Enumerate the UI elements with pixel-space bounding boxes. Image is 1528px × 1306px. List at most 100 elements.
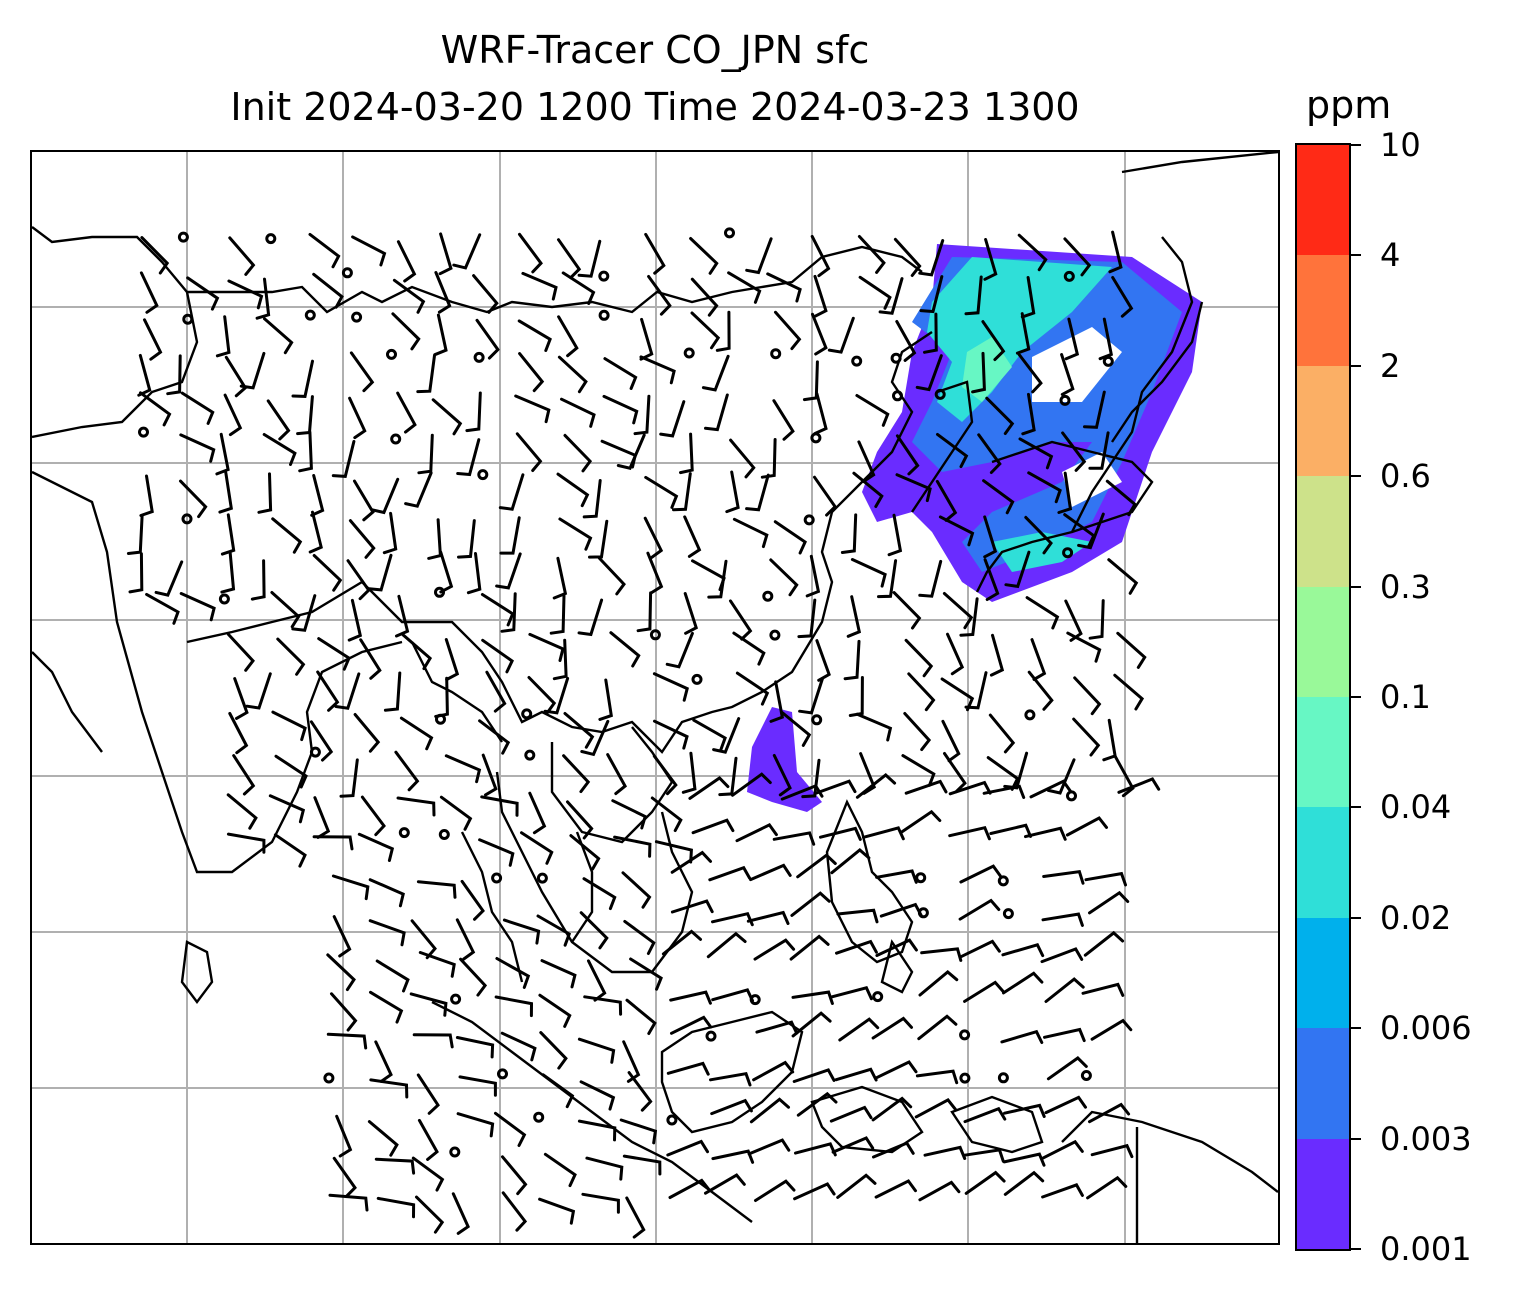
colorbar-tick bbox=[1351, 806, 1361, 809]
wind-barb bbox=[1044, 977, 1085, 1003]
wind-barb bbox=[1030, 638, 1047, 681]
calm-wind-marker bbox=[598, 270, 610, 282]
wind-barb bbox=[263, 317, 294, 355]
wind-barb bbox=[326, 953, 356, 992]
colorbar-tick bbox=[1351, 916, 1361, 919]
wind-barb bbox=[805, 554, 821, 598]
wind-barb bbox=[1117, 777, 1161, 794]
wind-barb bbox=[552, 638, 568, 681]
map-panel bbox=[30, 150, 1280, 1245]
wind-barb bbox=[669, 990, 712, 1005]
wind-barb bbox=[271, 517, 303, 554]
wind-barb bbox=[1017, 233, 1048, 272]
wind-barb bbox=[749, 1097, 790, 1124]
wind-barb bbox=[409, 992, 448, 1017]
wind-barb bbox=[268, 794, 306, 824]
wind-barb bbox=[310, 474, 325, 517]
wind-barb bbox=[690, 311, 721, 350]
wind-barb bbox=[688, 776, 730, 800]
calm-wind-marker bbox=[959, 1072, 971, 1084]
wind-barb bbox=[452, 233, 482, 270]
wind-barb bbox=[458, 1075, 497, 1097]
wind-barb bbox=[543, 676, 570, 715]
wind-barb bbox=[846, 595, 862, 638]
wind-barb bbox=[988, 713, 1016, 754]
wind-barb bbox=[725, 470, 740, 514]
wind-barb bbox=[609, 631, 641, 668]
calm-wind-marker bbox=[265, 233, 277, 245]
wind-barb bbox=[668, 1178, 711, 1199]
wind-barb bbox=[625, 998, 657, 1035]
wind-barb bbox=[920, 947, 963, 962]
calm-wind-marker bbox=[449, 1146, 461, 1158]
wind-barb bbox=[606, 753, 628, 796]
calm-wind-marker bbox=[386, 348, 397, 360]
wind-barb bbox=[558, 517, 593, 551]
wind-barb bbox=[1027, 670, 1054, 711]
wind-barb bbox=[735, 671, 770, 706]
wind-barb bbox=[582, 479, 602, 519]
wind-barb bbox=[727, 271, 762, 304]
wind-barb bbox=[501, 1155, 528, 1196]
colorbar-segment-3 bbox=[1297, 807, 1349, 918]
wind-barb bbox=[704, 1173, 746, 1195]
wind-barb bbox=[218, 471, 233, 514]
wind-barb bbox=[670, 1015, 713, 1035]
wind-barb bbox=[494, 995, 534, 1018]
wind-barb bbox=[502, 918, 541, 945]
wind-barb bbox=[1083, 390, 1106, 429]
wind-barb bbox=[802, 360, 819, 402]
wind-barb bbox=[752, 1060, 795, 1082]
wind-barb bbox=[941, 719, 961, 763]
wind-barb bbox=[540, 959, 577, 989]
wind-barb bbox=[348, 519, 376, 559]
calm-wind-marker bbox=[491, 872, 503, 884]
wind-barb bbox=[1046, 1056, 1088, 1081]
wind-barb bbox=[627, 1071, 653, 1112]
calm-wind-marker bbox=[769, 629, 781, 641]
colorbar-tick-label: 0.003 bbox=[1380, 1119, 1472, 1158]
colorbar-tick-label: 10 bbox=[1380, 126, 1421, 164]
wind-barb bbox=[334, 672, 361, 710]
wind-barb bbox=[636, 591, 653, 633]
wind-barb bbox=[317, 637, 351, 671]
wind-barb bbox=[416, 880, 457, 899]
wind-barb bbox=[411, 1156, 445, 1192]
wind-barb bbox=[943, 752, 967, 794]
wind-barb bbox=[983, 238, 998, 281]
wind-barb bbox=[985, 396, 1015, 435]
wind-barb bbox=[871, 1096, 913, 1122]
calm-wind-marker bbox=[341, 267, 353, 279]
wind-barb bbox=[481, 638, 514, 674]
wind-barb bbox=[797, 598, 817, 639]
wind-barb bbox=[228, 236, 256, 276]
wind-barb bbox=[466, 552, 482, 595]
calm-wind-marker bbox=[724, 227, 735, 239]
wind-barb bbox=[948, 825, 991, 841]
wind-barb bbox=[520, 831, 554, 865]
wind-barb bbox=[348, 396, 367, 440]
wind-barb bbox=[611, 799, 647, 830]
wind-barb bbox=[396, 796, 436, 817]
calm-wind-marker bbox=[811, 714, 823, 726]
wind-barb bbox=[308, 232, 341, 269]
wind-barb bbox=[179, 592, 216, 622]
calm-wind-marker bbox=[959, 1029, 971, 1041]
wind-barb bbox=[270, 591, 301, 629]
wind-barb bbox=[220, 551, 236, 594]
wind-barb bbox=[357, 832, 395, 862]
wind-barb bbox=[915, 1069, 959, 1085]
wind-barb bbox=[643, 516, 664, 560]
wind-barb bbox=[250, 559, 266, 601]
wind-barb bbox=[670, 850, 712, 874]
wind-barb bbox=[514, 394, 551, 424]
wind-barb bbox=[983, 515, 998, 559]
wind-barb bbox=[396, 391, 417, 434]
wind-barb bbox=[843, 639, 861, 681]
wind-barb bbox=[704, 393, 729, 432]
colorbar-segment-2 bbox=[1297, 917, 1349, 1029]
wind-barb bbox=[711, 988, 754, 1003]
wind-barb bbox=[665, 631, 694, 669]
wind-barb bbox=[850, 558, 887, 588]
wind-barb bbox=[346, 559, 371, 601]
